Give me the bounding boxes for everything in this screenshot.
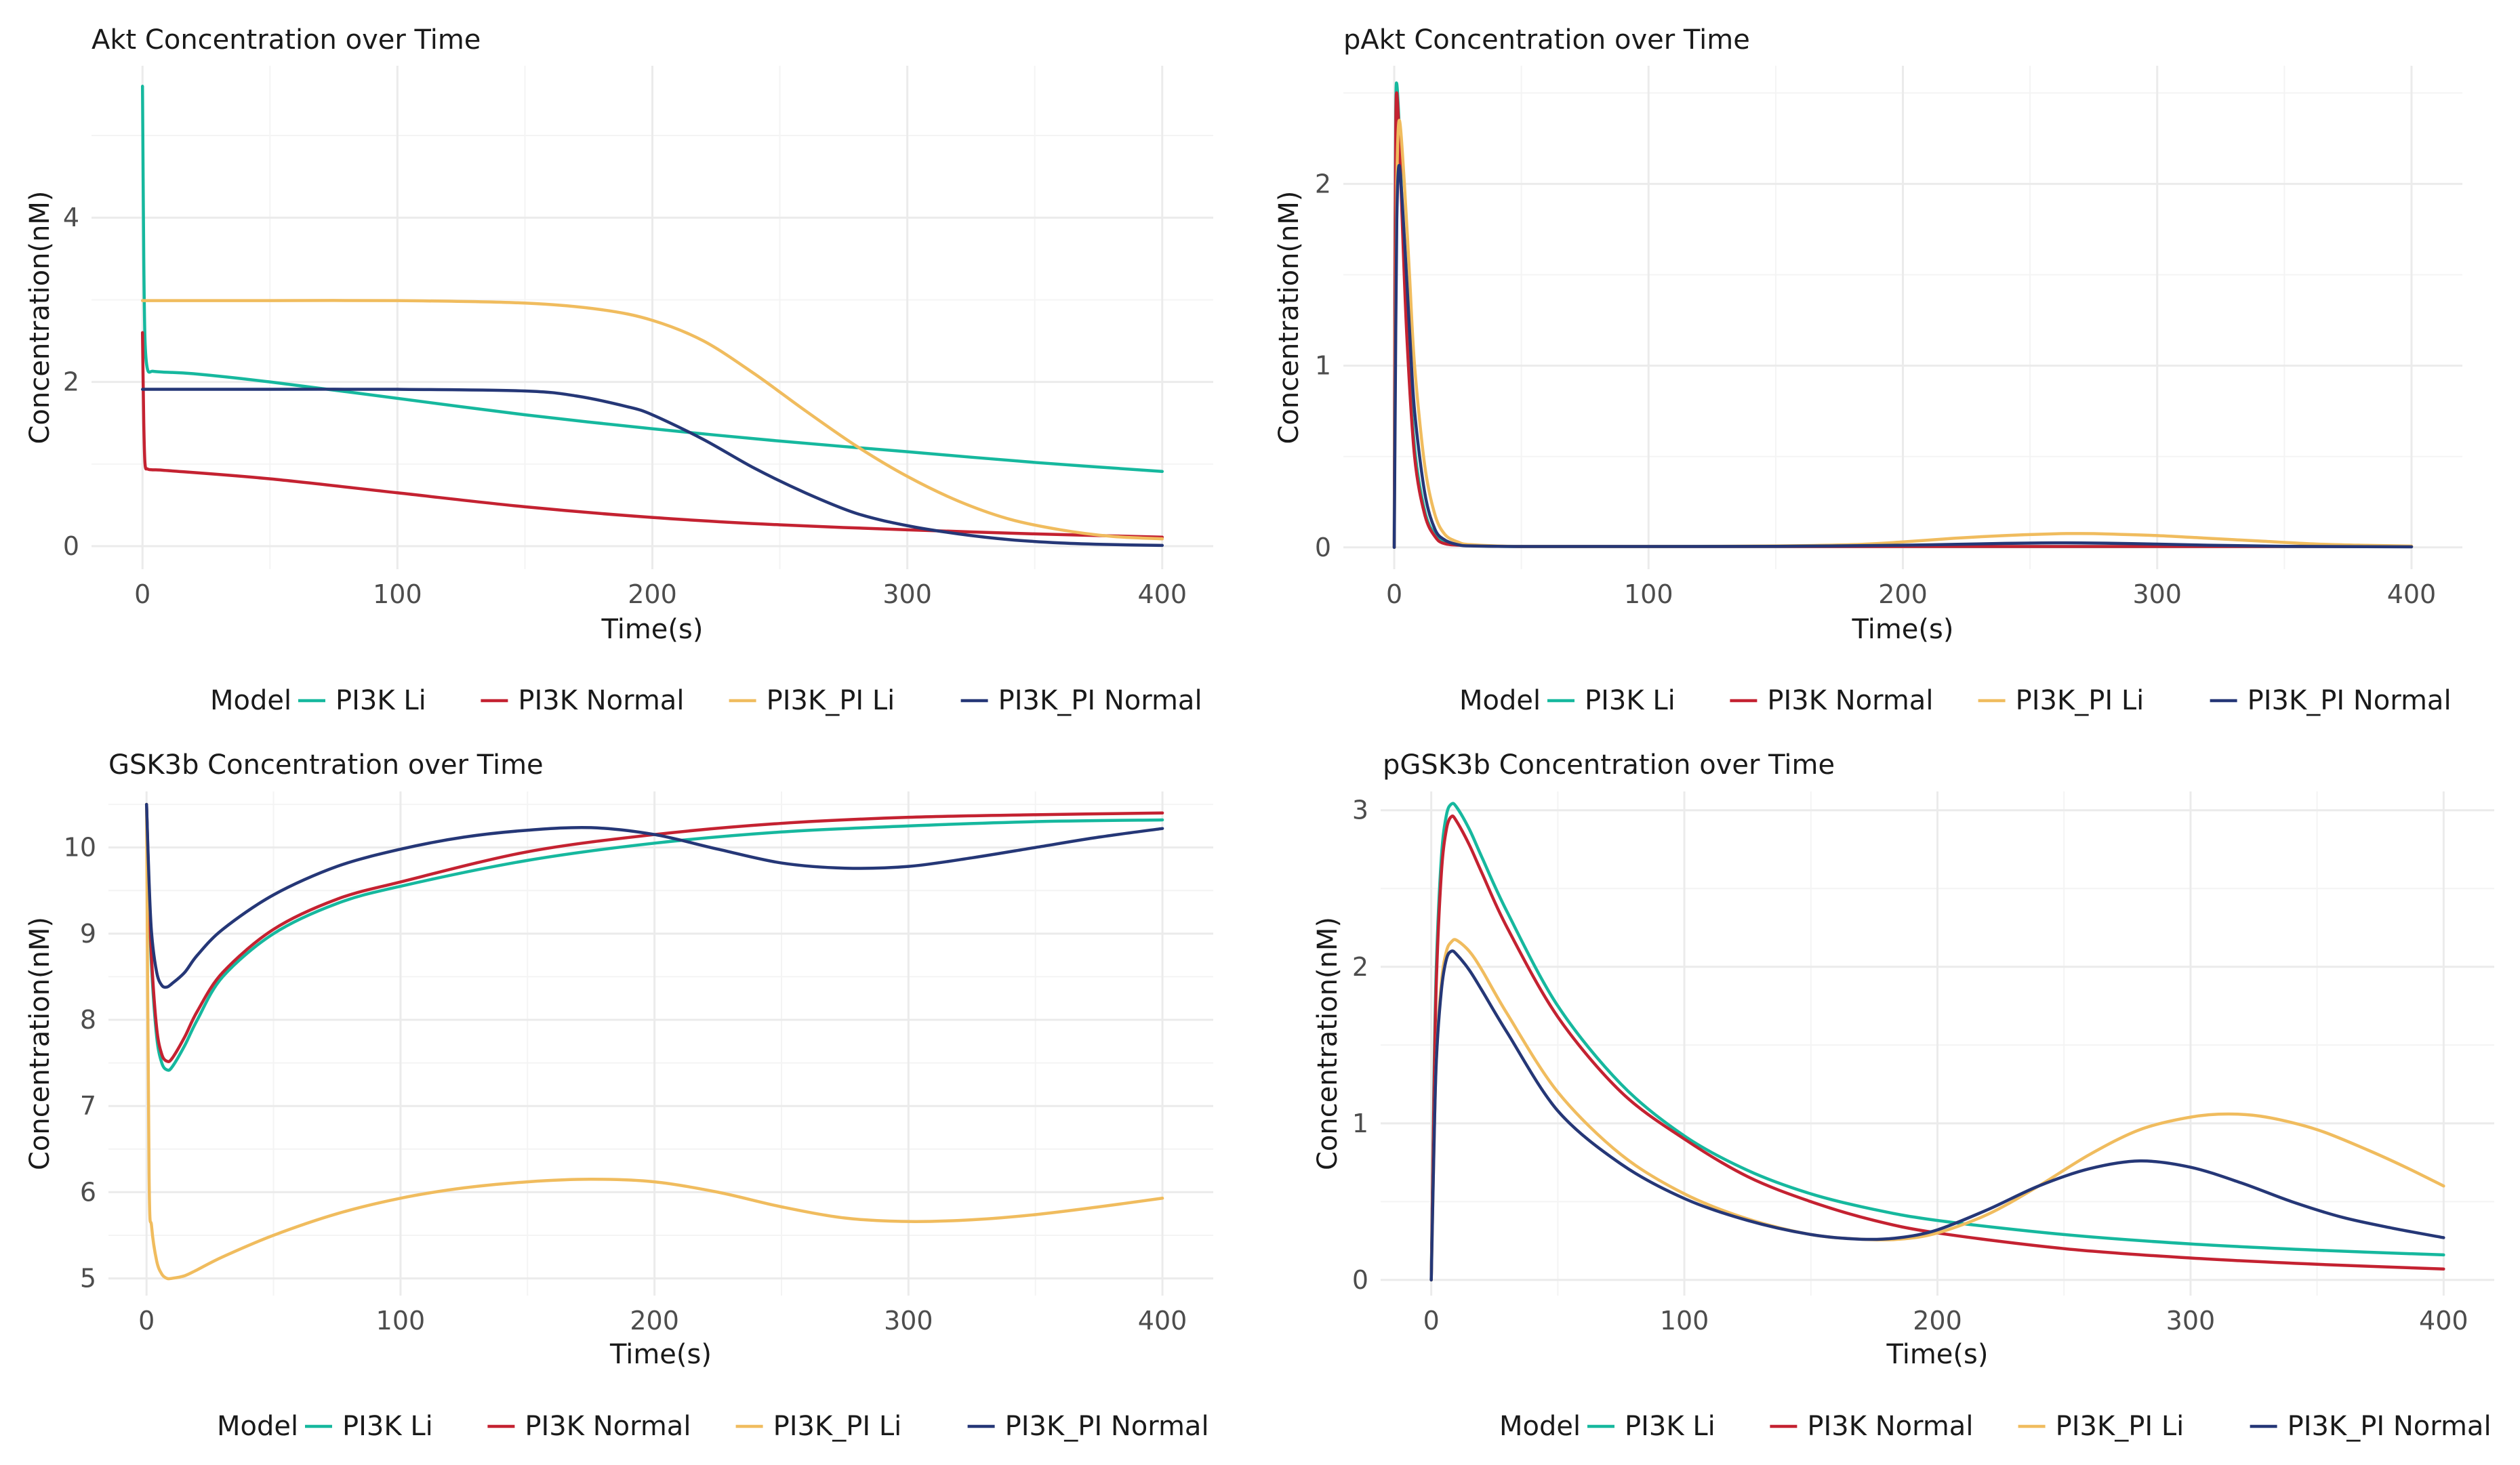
legend-label: PI3K Li: [1625, 1411, 1715, 1442]
y-axis-title: Concentration(nM): [24, 917, 56, 1170]
chart-title: pAkt Concentration over Time: [1343, 24, 1750, 56]
series-line-pi3k-pi-normal: [1429, 949, 2445, 1282]
legend-label: PI3K Normal: [518, 685, 684, 716]
chart-title: Akt Concentration over Time: [92, 24, 481, 56]
y-tick-label: 5: [80, 1264, 96, 1294]
x-tick-label: 400: [2387, 579, 2437, 609]
y-tick-label: 1: [1352, 1109, 1368, 1138]
y-tick-label: 8: [80, 1005, 96, 1035]
gridlines: [1343, 66, 2462, 569]
y-tick-label: 4: [63, 203, 79, 232]
x-tick-label: 300: [2166, 1306, 2216, 1336]
x-axis-title: Time(s): [609, 1339, 712, 1370]
legend-label: PI3K_PI Li: [773, 1411, 902, 1442]
legend-title: Model: [217, 1411, 298, 1442]
legend-label: PI3K_PI Normal: [998, 685, 1202, 716]
x-tick-label: 200: [628, 579, 677, 609]
y-tick-label: 10: [64, 833, 96, 863]
gridlines: [108, 791, 1213, 1296]
x-tick-label: 100: [1660, 1306, 1709, 1336]
y-axis-title: Concentration(nM): [1312, 917, 1343, 1170]
y-tick-label: 0: [63, 531, 79, 561]
series-line-pi3k-pi-normal: [140, 388, 1164, 548]
chart-title: pGSK3b Concentration over Time: [1383, 749, 1835, 781]
y-tick-label: 2: [1315, 169, 1331, 199]
legend-label: PI3K_PI Li: [767, 685, 895, 716]
x-tick-label: 300: [882, 579, 932, 609]
legend-label: PI3K_PI Li: [2056, 1411, 2184, 1442]
chart-panel-3: 0 100 200 300 400 5 6 7 8 9 10 GSK3b Concentration …: [24, 749, 1213, 1442]
series-line-pi3k-li: [140, 85, 1164, 474]
x-tick-label: 400: [1138, 579, 1187, 609]
x-tick-label: 400: [1138, 1306, 1187, 1336]
series-line-pi3k-pi-normal: [144, 802, 1164, 989]
legend-label: PI3K Li: [1585, 685, 1675, 716]
legend-label: PI3K_PI Normal: [2248, 685, 2452, 716]
y-tick-label: 7: [80, 1091, 96, 1121]
x-tick-label: 100: [1624, 579, 1673, 609]
legend-label: PI3K Normal: [525, 1411, 691, 1442]
x-axis-title: Time(s): [1886, 1339, 1989, 1370]
y-tick-label: 1: [1315, 351, 1331, 381]
chart-panel-4: 0 100 200 300 400 0 1 2 3 pGSK3b Concentration ov…: [1312, 749, 2494, 1442]
legend-label: PI3K Li: [342, 1411, 433, 1442]
x-axis-title: Time(s): [1852, 614, 1954, 645]
legend-label: PI3K_PI Normal: [2288, 1411, 2492, 1442]
series-line-pi3k-normal: [1429, 814, 2445, 1282]
y-tick-label: 6: [80, 1177, 96, 1207]
y-tick-label: 0: [1315, 533, 1331, 562]
legend-title: Model: [1459, 685, 1541, 716]
series-line-pi3k-pi-li: [144, 802, 1164, 1281]
x-tick-label: 400: [2419, 1306, 2468, 1336]
legend: Model PI3K Li PI3K Normal PI3K_PI Li PI3K_PI…: [1499, 1411, 2492, 1442]
x-tick-label: 300: [884, 1306, 933, 1336]
legend: Model PI3K Li PI3K Normal PI3K_PI Li PI3K_PI…: [1459, 685, 2452, 716]
legend-label: PI3K_PI Li: [2016, 685, 2145, 716]
x-tick-label: 200: [630, 1306, 679, 1336]
series-line-pi3k-pi-li: [140, 299, 1164, 541]
series-line-pi3k-normal: [144, 802, 1164, 1064]
y-axis-title: Concentration(nM): [24, 190, 56, 444]
y-axis-title: Concentration(nM): [1274, 190, 1305, 444]
legend: Model PI3K Li PI3K Normal PI3K_PI Li PI3K_PI…: [210, 685, 1202, 716]
series-line-pi3k-normal: [1392, 91, 2414, 550]
series-line-pi3k-normal: [140, 331, 1164, 539]
x-tick-label: 100: [373, 579, 422, 609]
x-tick-label: 200: [1913, 1306, 1962, 1336]
legend-title: Model: [210, 685, 291, 716]
legend-label: PI3K Normal: [1807, 1411, 1973, 1442]
series-line-pi3k-pi-normal: [1392, 164, 2414, 550]
chart-panel-2: 0 100 200 300 400 0 1 2 pAkt Concentration over …: [1274, 24, 2462, 716]
legend-label: PI3K Li: [336, 685, 426, 716]
x-tick-label: 0: [1423, 1306, 1440, 1336]
chart-panel-1: 0 100 200 300 400 0 2 4 Akt Concentration over T…: [24, 24, 1213, 716]
legend-label: PI3K_PI Normal: [1005, 1411, 1209, 1442]
y-tick-label: 3: [1352, 796, 1368, 825]
gridlines: [1381, 791, 2494, 1296]
x-tick-label: 200: [1878, 579, 1928, 609]
legend: Model PI3K Li PI3K Normal PI3K_PI Li PI3K_PI…: [217, 1411, 1209, 1442]
y-tick-label: 0: [1352, 1265, 1368, 1295]
x-tick-label: 0: [1386, 579, 1402, 609]
y-tick-label: 2: [63, 367, 79, 397]
chart-title: GSK3b Concentration over Time: [108, 749, 544, 781]
x-tick-label: 300: [2132, 579, 2182, 609]
gridlines: [92, 66, 1213, 569]
y-tick-label: 2: [1352, 952, 1368, 982]
x-tick-label: 100: [376, 1306, 426, 1336]
legend-label: PI3K Normal: [1767, 685, 1933, 716]
x-tick-label: 0: [134, 579, 150, 609]
y-tick-label: 9: [80, 919, 96, 949]
legend-title: Model: [1499, 1411, 1581, 1442]
x-axis-title: Time(s): [601, 614, 704, 645]
x-tick-label: 0: [138, 1306, 155, 1336]
